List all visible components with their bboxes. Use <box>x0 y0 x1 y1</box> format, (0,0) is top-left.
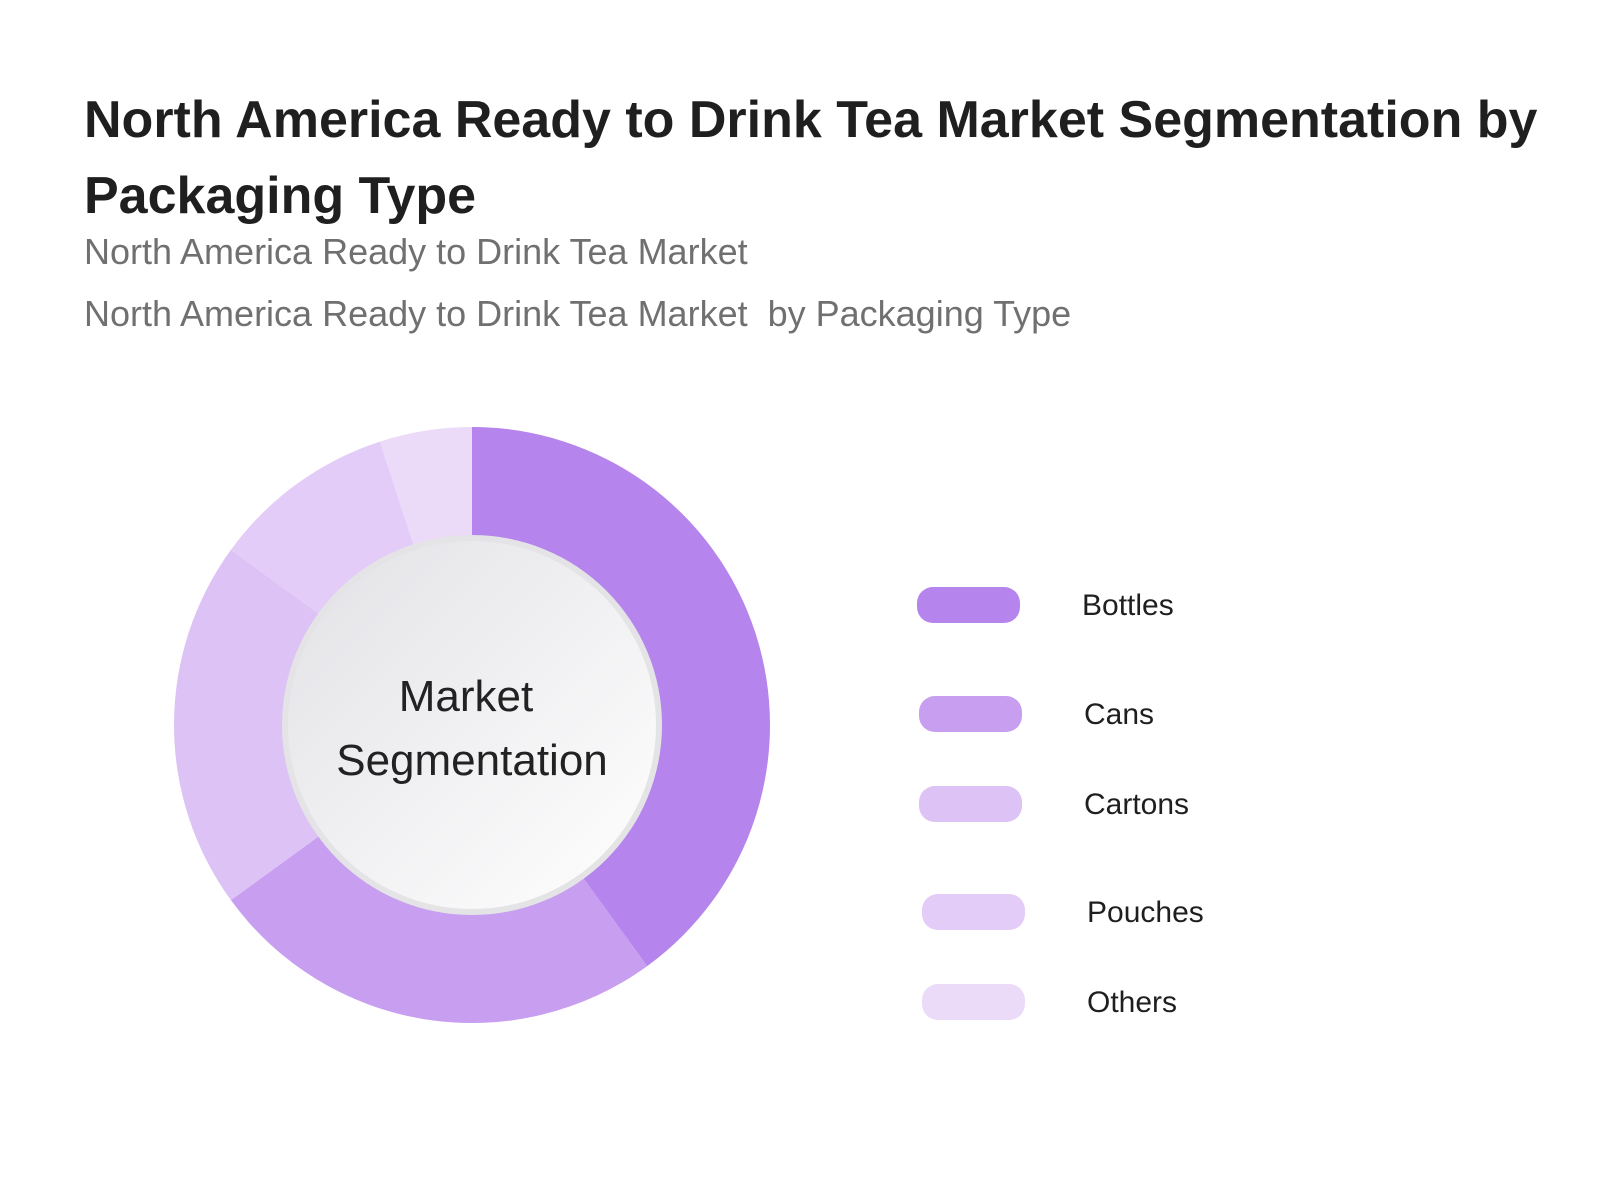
legend-label-pouches: Pouches <box>1087 896 1204 929</box>
legend-swatch-cans <box>919 696 1022 732</box>
legend-swatch-pouches <box>922 894 1025 930</box>
legend-swatch-cartons <box>919 786 1022 822</box>
chart-title: North America Ready to Drink Tea Market … <box>84 91 1538 225</box>
slice-bottles[interactable] <box>472 427 771 967</box>
center-label-line-2: Segmentation <box>336 736 608 785</box>
legend-label-cans: Cans <box>1084 698 1154 731</box>
chart-subtitle: North America Ready to Drink Tea Market <box>84 231 748 272</box>
legend-label-others: Others <box>1087 986 1177 1019</box>
legend-item-bottles[interactable]: Bottles <box>917 587 1174 623</box>
slice-cans[interactable] <box>230 833 648 1023</box>
donut-center: Market Segmentation <box>282 535 662 915</box>
legend-swatch-bottles <box>917 587 1020 623</box>
legend-item-cartons[interactable]: Cartons <box>919 786 1189 822</box>
legend-item-others[interactable]: Others <box>922 984 1177 1020</box>
slice-others[interactable] <box>379 427 472 550</box>
legend-item-cans[interactable]: Cans <box>919 696 1154 732</box>
chart-subtitle-secondary: North America Ready to Drink Tea Market … <box>84 293 1072 334</box>
center-label-line-1: Market <box>399 672 533 721</box>
donut-center-disc <box>288 541 656 909</box>
slice-cartons[interactable] <box>173 549 323 901</box>
chart-legend: Bottles Cans Cartons Pouches Others <box>917 587 1204 1020</box>
legend-label-cartons: Cartons <box>1084 788 1189 821</box>
legend-swatch-others <box>922 984 1025 1020</box>
donut-slices <box>173 427 771 1023</box>
legend-label-bottles: Bottles <box>1082 589 1174 622</box>
slice-pouches[interactable] <box>230 441 415 617</box>
legend-item-pouches[interactable]: Pouches <box>922 894 1204 930</box>
